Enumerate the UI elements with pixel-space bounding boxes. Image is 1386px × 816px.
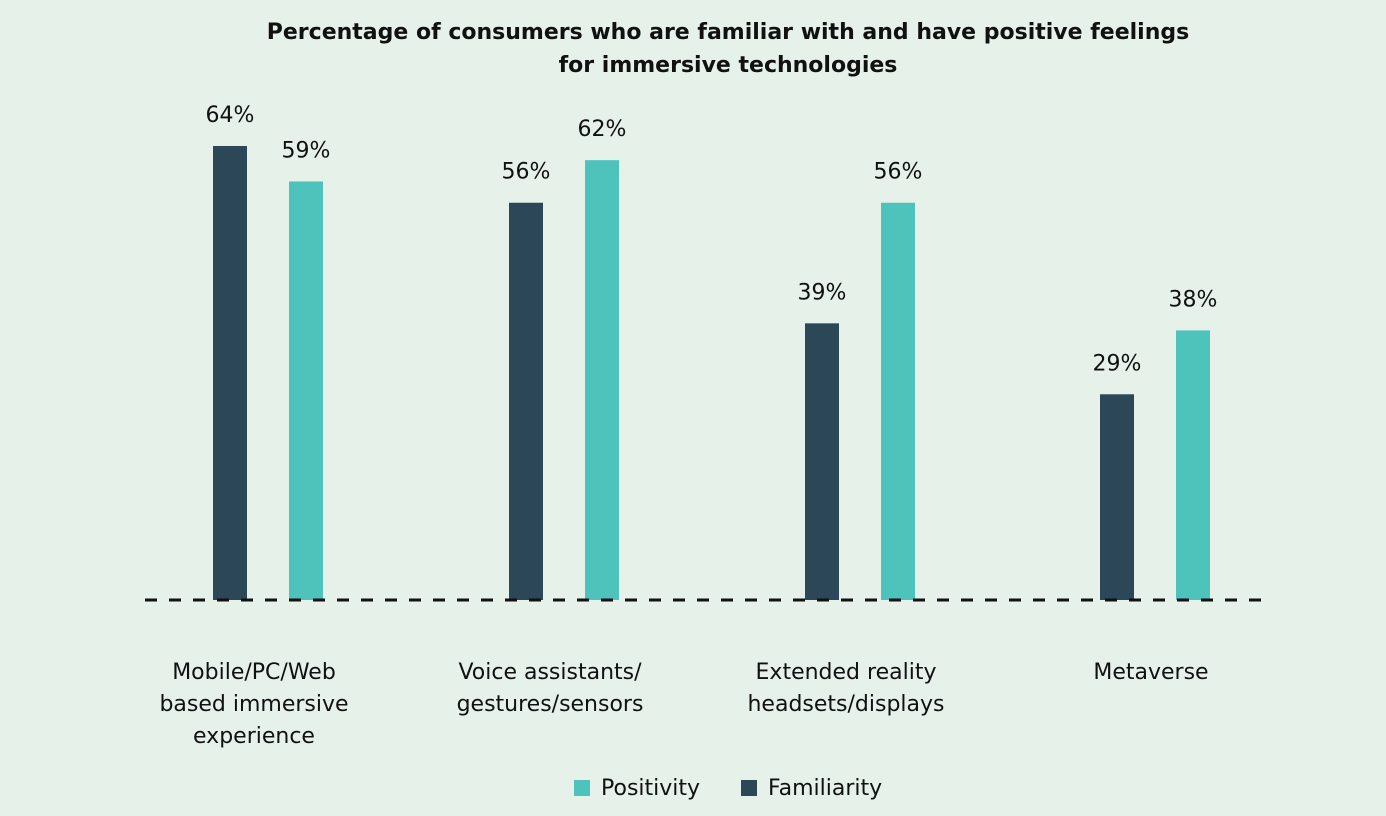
bar-positivity-1 — [585, 160, 619, 600]
data-label-positivity-0: 59% — [282, 138, 331, 163]
category-label-1-line-0: Voice assistants/ — [458, 660, 642, 685]
bar-positivity-0 — [289, 181, 323, 601]
category-label-2-line-1: headsets/displays — [747, 692, 944, 717]
category-label-3-line-0: Metaverse — [1093, 660, 1208, 685]
data-label-familiarity-0: 64% — [206, 103, 255, 128]
legend-swatch-familiarity — [741, 780, 757, 796]
category-label-0-line-0: Mobile/PC/Web — [172, 660, 336, 685]
data-label-familiarity-1: 56% — [502, 160, 551, 185]
bar-familiarity-3 — [1100, 394, 1134, 600]
bar-positivity-2 — [881, 202, 915, 600]
bar-positivity-3 — [1176, 330, 1210, 600]
data-label-familiarity-2: 39% — [798, 280, 847, 305]
bar-familiarity-1 — [509, 202, 543, 600]
category-label-0-line-1: based immersive — [159, 692, 348, 717]
data-label-positivity-3: 38% — [1169, 287, 1218, 312]
legend-label-familiarity: Familiarity — [768, 776, 882, 801]
bar-familiarity-2 — [805, 323, 839, 600]
data-label-positivity-2: 56% — [874, 160, 923, 185]
category-label-0-line-2: experience — [193, 724, 315, 749]
data-label-positivity-1: 62% — [578, 117, 627, 142]
legend-swatch-positivity — [574, 780, 590, 796]
bar-familiarity-0 — [213, 145, 247, 600]
category-label-2-line-0: Extended reality — [756, 660, 937, 685]
chart-title-line-2: for immersive technologies — [559, 53, 898, 78]
legend: Positivity Familiarity — [574, 776, 882, 801]
data-label-familiarity-3: 29% — [1093, 351, 1142, 376]
category-label-1-line-1: gestures/sensors — [457, 692, 644, 717]
legend-label-positivity: Positivity — [601, 776, 700, 801]
chart-title-line-1: Percentage of consumers who are familiar… — [267, 20, 1189, 45]
